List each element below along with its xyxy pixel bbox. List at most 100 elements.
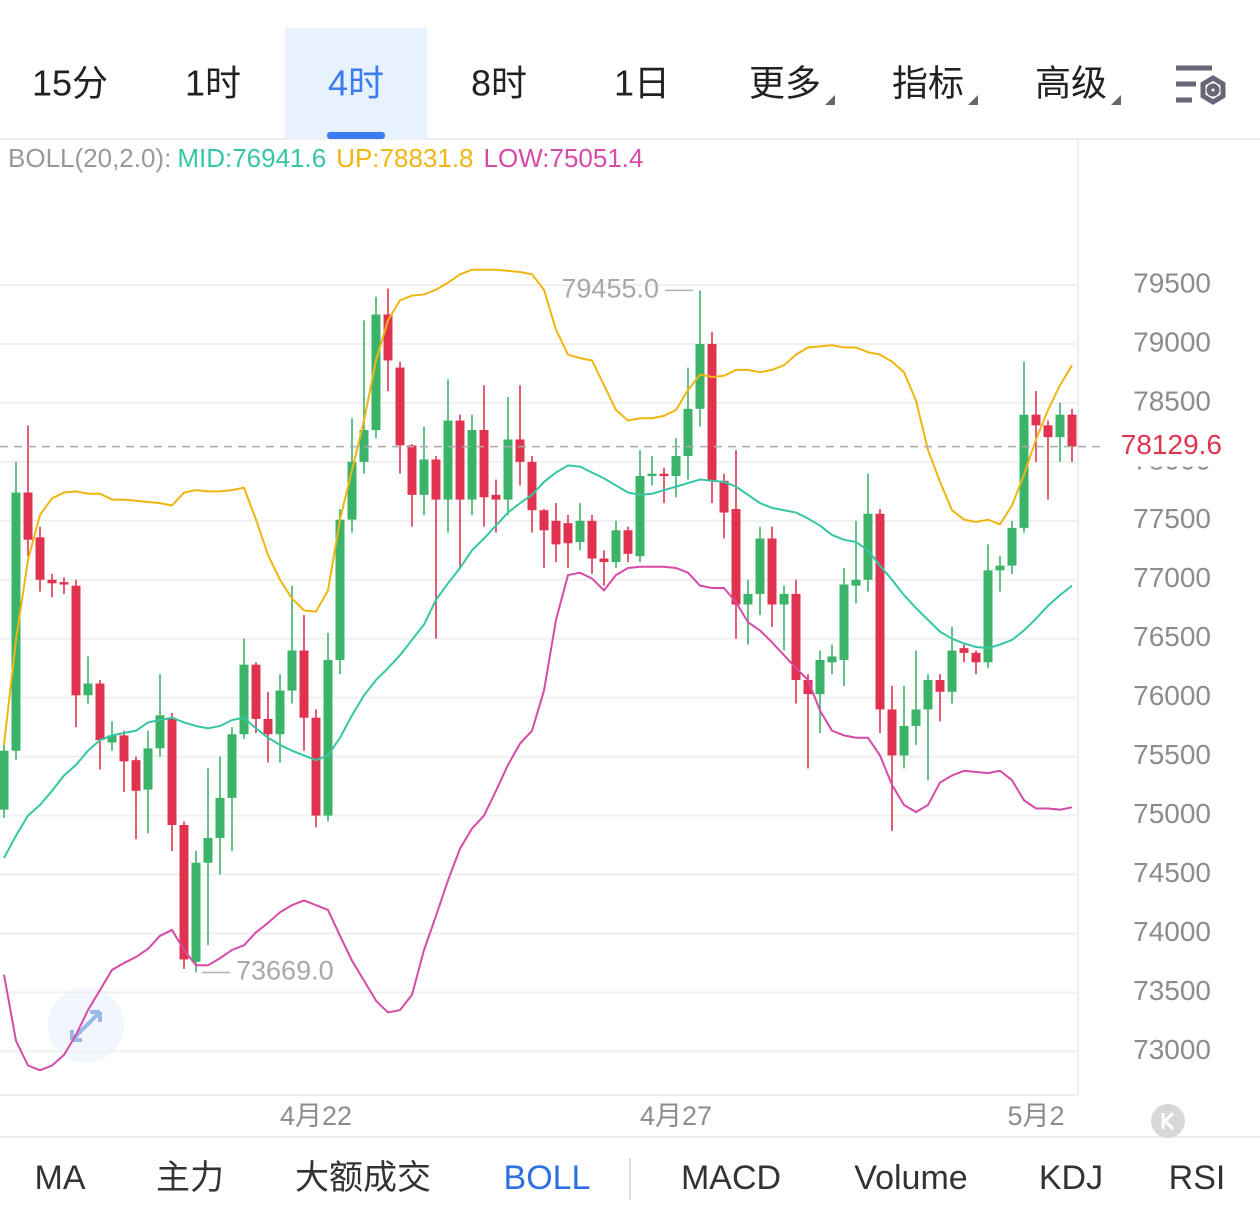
candle-body	[95, 683, 105, 741]
last-price-label: 78129.6	[1121, 429, 1222, 460]
candle-body	[251, 664, 261, 719]
y-tick-label: 75500	[1133, 739, 1211, 770]
y-tick-label: 78500	[1133, 385, 1211, 416]
candle-body	[695, 343, 705, 409]
candle-body	[827, 656, 837, 663]
candle-body	[263, 718, 273, 735]
zoom-icon	[70, 1010, 102, 1042]
candle-body	[755, 538, 765, 594]
candle-body	[863, 513, 873, 580]
candle-body	[743, 593, 753, 605]
icon-dot	[1206, 83, 1220, 97]
indicator-tab[interactable]: RSI	[1169, 1159, 1226, 1197]
candle-body	[947, 650, 957, 692]
candle-body	[1067, 414, 1077, 447]
legend-entry: UP:78831.8	[336, 143, 473, 173]
indicator-tab[interactable]: MACD	[681, 1159, 781, 1197]
candle-body	[419, 459, 429, 495]
candle-body	[515, 439, 525, 462]
candle-body	[491, 494, 501, 500]
candle-body	[587, 520, 597, 559]
candle-body	[671, 455, 681, 477]
interval-tab[interactable]: 15分	[32, 63, 108, 104]
y-tick-label: 73000	[1133, 1034, 1211, 1065]
boll-line	[3, 268, 1073, 745]
indicator-tab[interactable]: MA	[35, 1159, 86, 1197]
candle-body	[803, 679, 813, 695]
candle-body	[347, 461, 357, 520]
candle-body	[275, 690, 285, 735]
candle-body	[59, 582, 69, 585]
interval-tab[interactable]: 指标	[892, 63, 964, 104]
legend-title: BOLL(20,2.0):	[8, 143, 171, 173]
candle-body	[35, 537, 45, 580]
legend-entry: LOW:75051.4	[484, 143, 644, 173]
candle-body	[371, 314, 381, 431]
y-tick-label: 79000	[1133, 326, 1211, 357]
candle-body	[71, 585, 81, 696]
indicator-tab[interactable]: Volume	[854, 1159, 967, 1197]
interval-tab[interactable]: 1日	[614, 63, 670, 104]
candle-body	[23, 492, 33, 540]
interval-tab[interactable]: 4时	[328, 63, 384, 104]
zoom-button[interactable]	[48, 987, 124, 1063]
candle-body	[623, 530, 633, 554]
candle-body	[167, 717, 177, 826]
y-tick-label: 74500	[1133, 857, 1211, 888]
candle-body	[935, 679, 945, 692]
extreme-label: 73669.0	[236, 956, 334, 986]
candle-body	[839, 584, 849, 660]
x-tick-label: 5月2	[1007, 1101, 1064, 1131]
candle-body	[287, 650, 297, 691]
candle-body	[407, 445, 417, 495]
interval-tab[interactable]: 8时	[471, 63, 527, 104]
candle-body	[875, 513, 885, 710]
candle-body	[1055, 414, 1065, 438]
indicator-tab[interactable]: KDJ	[1039, 1159, 1103, 1197]
y-tick-label: 75000	[1133, 798, 1211, 829]
back-bg	[1151, 1104, 1185, 1138]
y-tick-label: 74000	[1133, 916, 1211, 947]
candle-body	[131, 760, 141, 791]
settings-icon[interactable]	[1176, 65, 1226, 105]
candle-body	[635, 476, 645, 557]
candle-body	[299, 650, 309, 718]
interval-tab[interactable]: 1时	[185, 63, 241, 104]
candle-body	[539, 510, 549, 531]
back-icon	[1161, 1111, 1175, 1131]
candle-body	[707, 343, 717, 481]
icon-hex	[1200, 75, 1226, 105]
tab-indicator	[327, 132, 385, 139]
price-badge	[1100, 426, 1260, 467]
candle-body	[191, 862, 201, 962]
candle-body	[443, 420, 453, 500]
candle-body	[887, 709, 897, 756]
interval-tab[interactable]: 更多	[749, 63, 821, 104]
candle-body	[83, 683, 93, 696]
candle-body	[143, 748, 153, 790]
candle-body	[1007, 527, 1017, 566]
back-button[interactable]	[1151, 1104, 1185, 1138]
candle-body	[683, 408, 693, 456]
candle-body	[155, 715, 165, 749]
candle-body	[383, 314, 393, 361]
indicator-tab[interactable]: 大额成交	[295, 1159, 431, 1197]
candle-body	[575, 520, 585, 543]
candle-body	[323, 659, 333, 816]
boll-line	[3, 565, 1073, 1072]
indicator-tab[interactable]: 主力	[156, 1159, 224, 1197]
dropdown-arrow	[968, 95, 979, 105]
candle-body	[203, 837, 213, 863]
candle-body	[467, 430, 477, 500]
candle-body	[791, 593, 801, 680]
x-tick-label: 4月22	[280, 1101, 352, 1131]
candle-body	[647, 473, 657, 477]
interval-tab[interactable]: 高级	[1035, 63, 1107, 104]
candle-body	[503, 439, 513, 500]
candle-body	[611, 530, 621, 563]
indicator-tab[interactable]: BOLL	[504, 1159, 591, 1197]
x-tick-label: 4月27	[640, 1101, 712, 1131]
candle-body	[767, 538, 777, 605]
candle-body	[455, 420, 465, 500]
